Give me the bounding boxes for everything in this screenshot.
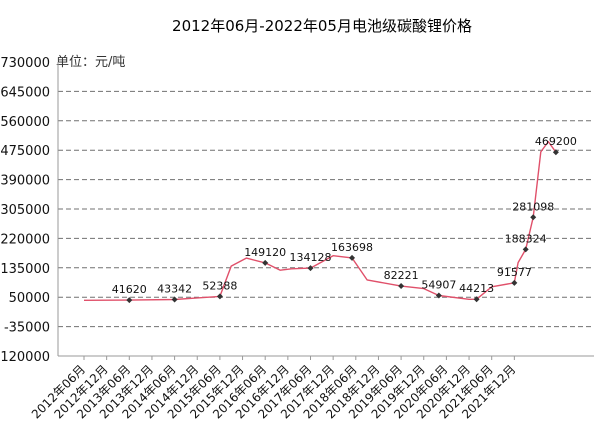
unit-label: 单位：元/吨 [56, 55, 125, 70]
data-point-marker [262, 259, 269, 266]
y-tick-label: 475000 [0, 144, 50, 159]
y-tick-label: 220000 [0, 232, 50, 247]
data-label: 82221 [384, 269, 419, 282]
data-point-marker [216, 293, 223, 300]
y-tick-label: 50000 [9, 291, 50, 306]
grid [58, 90, 594, 328]
x-axis-ticks: 2012年06月2012年12月2013年06月2013年12月2014年06月… [29, 356, 518, 421]
y-tick-label: 645000 [0, 85, 50, 100]
y-tick-label: 560000 [0, 115, 50, 130]
data-label: 41620 [112, 283, 147, 296]
data-point-marker [522, 246, 529, 253]
data-point-marker [171, 296, 178, 303]
data-label: 281098 [512, 200, 554, 213]
y-tick-label: 390000 [0, 174, 50, 189]
data-point-marker [398, 283, 405, 290]
data-label: 54907 [421, 279, 456, 292]
data-point-marker [435, 292, 442, 299]
data-point-marker [473, 296, 480, 303]
data-point-marker [511, 279, 518, 286]
data-point-marker [530, 214, 537, 221]
data-label: 134128 [290, 251, 332, 264]
data-label: 149120 [244, 246, 286, 259]
data-point-marker [552, 149, 559, 156]
series-line [83, 140, 557, 301]
data-point-marker [307, 265, 314, 272]
series-line-group [83, 140, 557, 301]
data-label: 44213 [459, 282, 494, 295]
data-point-marker [349, 254, 356, 261]
data-points [126, 149, 559, 304]
y-axis-ticks: 730000 645000 560000 475000 390000 305000 2200… [0, 56, 50, 365]
y-tick-label: 730000 [0, 56, 50, 71]
data-label: 52388 [202, 279, 237, 292]
axes [57, 62, 594, 357]
chart-title: 2012年06月-2022年05月电池级碳酸锂价格 [172, 17, 472, 35]
data-label: 469200 [535, 135, 577, 148]
data-label: 43342 [157, 283, 192, 296]
y-tick-label: 135000 [0, 262, 50, 277]
data-label: 188324 [505, 232, 547, 245]
data-label: 163698 [331, 241, 373, 254]
data-label: 91577 [497, 266, 532, 279]
y-tick-label: -35000 [4, 321, 50, 336]
y-tick-label: 305000 [0, 203, 50, 218]
data-point-marker [126, 297, 133, 304]
y-tick-label: -120000 [0, 350, 50, 365]
